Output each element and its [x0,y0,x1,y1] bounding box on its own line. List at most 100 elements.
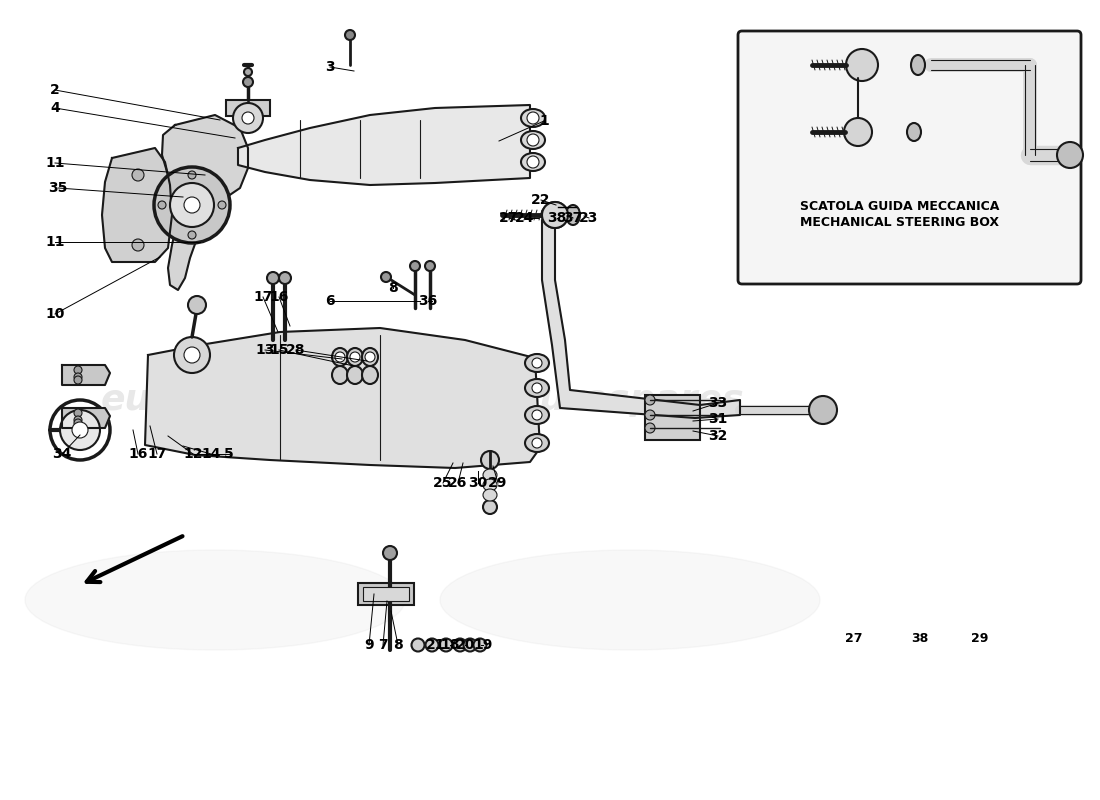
Bar [226,100,270,116]
Text: 9: 9 [364,638,374,652]
Circle shape [336,352,345,362]
Circle shape [74,376,82,384]
Circle shape [74,366,82,374]
Ellipse shape [525,406,549,424]
Circle shape [188,231,196,239]
Text: 4: 4 [51,101,59,115]
Circle shape [645,423,654,433]
Circle shape [74,419,82,427]
Circle shape [532,383,542,393]
Ellipse shape [453,638,466,651]
Text: 33: 33 [708,396,727,410]
Text: 3: 3 [326,60,334,74]
Text: 22: 22 [531,193,551,207]
Circle shape [244,68,252,76]
Text: 38: 38 [548,211,566,225]
Bar [645,395,700,440]
Circle shape [345,30,355,40]
Text: 27: 27 [845,631,862,645]
Circle shape [72,422,88,438]
Circle shape [844,118,872,146]
Circle shape [50,400,110,460]
Ellipse shape [346,348,363,366]
Text: 15: 15 [270,343,288,357]
Text: MECHANICAL STEERING BOX: MECHANICAL STEERING BOX [801,215,1000,229]
Text: 37: 37 [563,211,583,225]
Text: 25: 25 [433,476,453,490]
Text: 14: 14 [201,447,221,461]
Text: 10: 10 [45,307,65,321]
Text: 8: 8 [393,638,403,652]
Ellipse shape [463,638,476,651]
Text: 11: 11 [45,235,65,249]
Circle shape [188,171,196,179]
Ellipse shape [25,550,405,650]
Circle shape [381,272,390,282]
Circle shape [60,410,100,450]
Circle shape [158,201,166,209]
Ellipse shape [521,131,544,149]
Text: SCATOLA GUIDA MECCANICA: SCATOLA GUIDA MECCANICA [801,199,1000,213]
Text: 35: 35 [48,181,68,195]
Ellipse shape [440,550,820,650]
Text: 21: 21 [427,638,446,652]
Circle shape [527,112,539,124]
Text: 36: 36 [418,294,438,308]
Ellipse shape [483,479,497,491]
Circle shape [132,239,144,251]
Circle shape [542,202,568,228]
Text: 6: 6 [326,294,334,308]
Circle shape [542,202,568,228]
Ellipse shape [521,109,544,127]
Text: 23: 23 [580,211,598,225]
Text: 16: 16 [270,290,288,304]
Text: 5: 5 [224,447,234,461]
Text: eurospares: eurospares [516,383,745,417]
Circle shape [645,410,654,420]
Polygon shape [62,365,110,385]
Ellipse shape [525,354,549,372]
Ellipse shape [332,366,348,384]
Circle shape [532,358,542,368]
Ellipse shape [362,348,378,366]
Bar [363,587,409,601]
Polygon shape [102,148,172,262]
Ellipse shape [483,469,497,481]
Text: 19: 19 [473,638,493,652]
Polygon shape [62,408,110,428]
Circle shape [350,352,360,362]
Circle shape [1057,142,1084,168]
Text: 28: 28 [286,343,306,357]
Ellipse shape [332,348,348,366]
Ellipse shape [362,366,378,384]
Text: 27: 27 [499,211,519,225]
Circle shape [74,416,82,424]
Text: 7: 7 [378,638,388,652]
Text: 32: 32 [708,429,728,443]
Text: 20: 20 [456,638,475,652]
Text: 16: 16 [129,447,147,461]
Text: 11: 11 [45,156,65,170]
Text: 24: 24 [515,211,535,225]
Text: 17: 17 [147,447,167,461]
Circle shape [481,451,499,469]
Polygon shape [145,328,540,468]
Circle shape [242,112,254,124]
Ellipse shape [346,366,363,384]
Ellipse shape [521,153,544,171]
Circle shape [383,546,397,560]
Circle shape [846,49,878,81]
Circle shape [483,500,497,514]
Ellipse shape [440,638,452,651]
Circle shape [532,410,542,420]
Circle shape [188,296,206,314]
Text: 29: 29 [971,631,989,645]
Text: 29: 29 [488,476,508,490]
Text: eurospares: eurospares [101,383,329,417]
Text: 12: 12 [184,447,202,461]
Text: 34: 34 [53,447,72,461]
Ellipse shape [525,379,549,397]
Text: 31: 31 [708,412,728,426]
Circle shape [410,261,420,271]
Circle shape [174,337,210,373]
